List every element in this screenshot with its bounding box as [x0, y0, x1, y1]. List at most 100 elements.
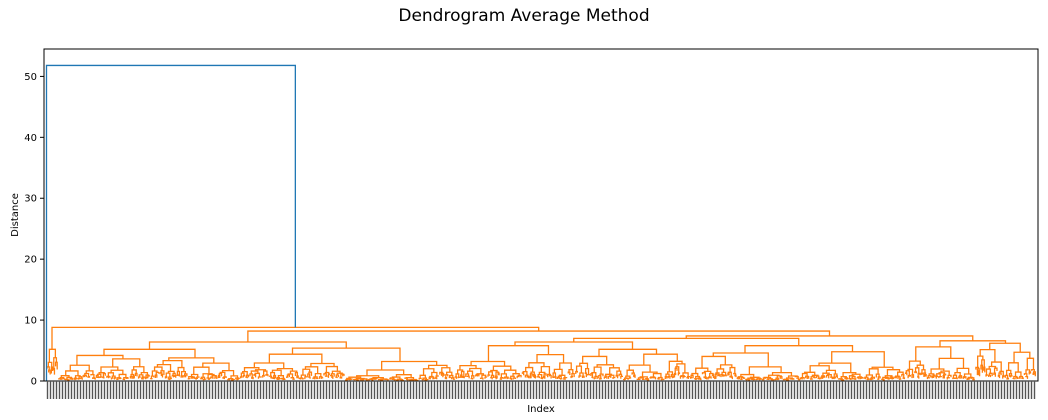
- cluster-link: [282, 378, 286, 381]
- cluster-link: [444, 376, 448, 380]
- cluster-link: [631, 372, 635, 376]
- cluster-link: [785, 379, 790, 381]
- cluster-link: [637, 377, 644, 380]
- cluster-link: [674, 367, 678, 374]
- cluster-link: [657, 377, 660, 380]
- cluster-link: [712, 352, 769, 367]
- cluster-link: [87, 376, 91, 378]
- cluster-link: [53, 357, 58, 369]
- cluster-link: [988, 365, 997, 370]
- cluster-link: [510, 375, 515, 379]
- cluster-link: [301, 378, 305, 380]
- cluster-link: [848, 377, 852, 380]
- cluster-link: [581, 375, 585, 379]
- cluster-link: [312, 377, 316, 380]
- cluster-link: [66, 379, 70, 381]
- y-tick-label: 10: [24, 316, 37, 327]
- cluster-link: [542, 375, 546, 379]
- cluster-link: [195, 377, 199, 380]
- cluster-link: [815, 375, 820, 379]
- cluster-link: [330, 373, 335, 377]
- cluster-link: [460, 374, 463, 378]
- cluster-link: [851, 377, 854, 380]
- cluster-link: [211, 374, 217, 378]
- cluster-link: [254, 372, 261, 377]
- cluster-link: [856, 377, 860, 380]
- cluster-link: [69, 364, 90, 371]
- cluster-link: [290, 376, 295, 380]
- cluster-link: [521, 372, 525, 376]
- cluster-link: [641, 371, 658, 377]
- cluster-link: [450, 377, 455, 380]
- cluster-link: [193, 377, 196, 380]
- cluster-link: [554, 376, 557, 380]
- cluster-link: [529, 373, 533, 377]
- top-link: [45, 64, 296, 381]
- cluster-link: [1018, 377, 1022, 379]
- cluster-link: [227, 378, 231, 381]
- cluster-link: [448, 376, 451, 379]
- cluster-link: [907, 375, 910, 379]
- cluster-link: [946, 377, 950, 380]
- cluster-link: [294, 372, 299, 377]
- cluster-link: [276, 378, 279, 381]
- cluster-link: [172, 372, 176, 376]
- cluster-link: [381, 360, 438, 370]
- cluster-link: [914, 371, 918, 374]
- cluster-link: [84, 372, 90, 377]
- cluster-link: [985, 368, 992, 375]
- cluster-link: [585, 367, 590, 375]
- cluster-link: [704, 377, 708, 380]
- cluster-link: [419, 374, 427, 379]
- cluster-link: [100, 366, 119, 373]
- cluster-link: [134, 372, 138, 377]
- cluster-link: [999, 370, 1004, 376]
- cluster-link: [245, 374, 250, 378]
- cluster-link: [976, 368, 980, 376]
- plot-frame: [43, 48, 1039, 382]
- cluster-link: [625, 375, 631, 379]
- cluster-link: [230, 375, 239, 379]
- cluster-link: [292, 378, 295, 380]
- cluster-link: [460, 370, 465, 377]
- cluster-link: [1013, 351, 1031, 363]
- cluster-link: [506, 377, 510, 380]
- cluster-link: [454, 376, 458, 379]
- cluster-link: [616, 370, 622, 376]
- cluster-link: [988, 374, 992, 378]
- cluster-link: [107, 372, 115, 377]
- cluster-link: [556, 376, 560, 380]
- cluster-link: [277, 375, 285, 379]
- cluster-link: [551, 376, 555, 379]
- cluster-link: [462, 375, 465, 379]
- cluster-link: [548, 374, 552, 379]
- cluster-link: [242, 374, 246, 378]
- cluster-link: [475, 374, 479, 377]
- cluster-link: [342, 374, 345, 377]
- cluster-link: [360, 379, 365, 381]
- cluster-link: [73, 378, 76, 381]
- cluster-link: [250, 370, 259, 374]
- cluster-link: [897, 376, 901, 380]
- cluster-link: [884, 377, 888, 379]
- cluster-link: [168, 376, 172, 380]
- cluster-link: [908, 360, 921, 370]
- cluster-link: [1005, 369, 1012, 376]
- cluster-link: [118, 373, 127, 378]
- cluster-link: [210, 376, 214, 379]
- cluster-link: [169, 378, 172, 380]
- cluster-link: [851, 373, 861, 377]
- cluster-link: [509, 377, 513, 380]
- cluster-link: [168, 357, 215, 364]
- cluster-link: [285, 376, 289, 378]
- cluster-link: [434, 377, 438, 380]
- cluster-link: [701, 372, 707, 378]
- cluster-link: [938, 357, 965, 370]
- cluster-link: [940, 370, 950, 376]
- cluster-link: [724, 374, 727, 377]
- cluster-link: [335, 376, 338, 379]
- cluster-link: [820, 376, 824, 380]
- cluster-link: [863, 377, 867, 380]
- cluster-link: [762, 377, 766, 380]
- cluster-link: [331, 370, 341, 374]
